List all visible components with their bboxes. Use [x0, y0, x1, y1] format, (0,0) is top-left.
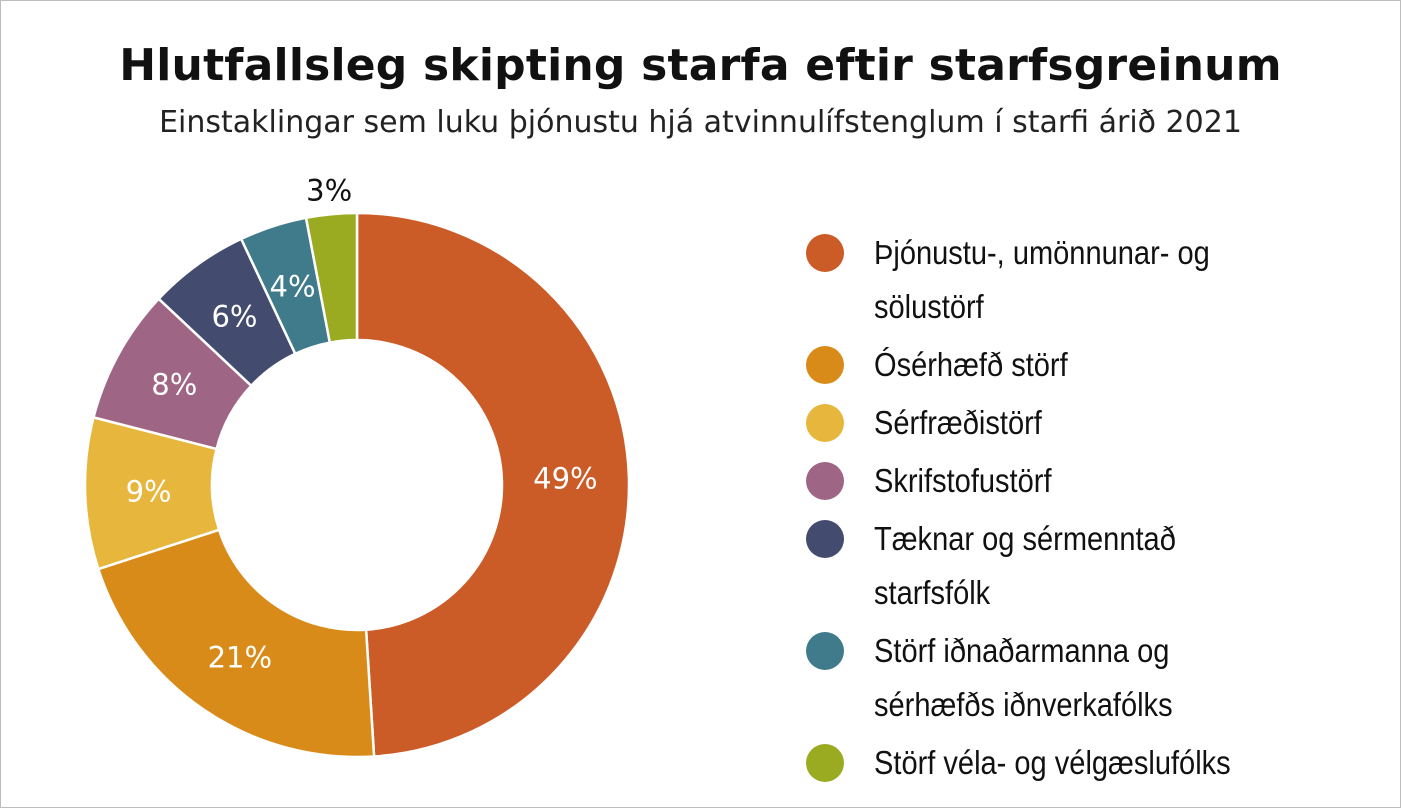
- legend-marker: [806, 346, 844, 384]
- legend-marker: [806, 462, 844, 500]
- legend-label: Störf iðnaðarmanna og sérhæfðs iðnverkaf…: [874, 632, 1173, 723]
- slice-value-label-4: 8%: [151, 368, 197, 402]
- legend-item-4: Skrifstofustörf: [806, 454, 1366, 508]
- legend-marker: [806, 234, 844, 272]
- legend-marker: [806, 632, 844, 670]
- legend-label: Ósérhæfð störf: [874, 346, 1068, 383]
- legend-item-3: Sérfræðistörf: [806, 396, 1366, 450]
- legend-marker: [806, 520, 844, 558]
- slice-value-label-3: 9%: [126, 475, 172, 509]
- slice-value-label-2: 21%: [208, 640, 272, 674]
- donut-slice-1: [355, 211, 631, 758]
- legend-label: Sérfræðistörf: [874, 404, 1042, 441]
- legend-item-7: Störf véla- og vélgæslufólks: [806, 736, 1366, 790]
- chart-subtitle: Einstaklingar sem luku þjónustu hjá atvi…: [159, 105, 1242, 140]
- legend-item-5: Tæknar og sérmenntað starfsfólk: [806, 512, 1366, 620]
- legend-item-2: Ósérhæfð störf: [806, 338, 1366, 392]
- legend-label: Skrifstofustörf: [874, 462, 1052, 499]
- legend-label: Störf véla- og vélgæslufólks: [874, 744, 1231, 781]
- donut-slice-2: [96, 528, 376, 759]
- slice-value-label-1: 49%: [533, 461, 597, 495]
- slice-value-label-6: 4%: [270, 270, 316, 304]
- legend-label: Þjónustu-, umönnunar- og sölustörf: [874, 234, 1210, 325]
- slice-value-label-5: 6%: [211, 299, 257, 333]
- legend-marker: [806, 744, 844, 782]
- legend-item-1: Þjónustu-, umönnunar- og sölustörf: [806, 226, 1366, 334]
- chart-title: Hlutfallsleg skipting starfa eftir starf…: [119, 40, 1282, 91]
- slice-value-label-7: 3%: [306, 173, 352, 207]
- legend: Þjónustu-, umönnunar- og sölustörf Ósérhæ…: [806, 226, 1366, 794]
- legend-marker: [806, 404, 844, 442]
- legend-label: Tæknar og sérmenntað starfsfólk: [874, 520, 1176, 611]
- donut-slice-7: [304, 211, 359, 345]
- legend-item-6: Störf iðnaðarmanna og sérhæfðs iðnverkaf…: [806, 624, 1366, 732]
